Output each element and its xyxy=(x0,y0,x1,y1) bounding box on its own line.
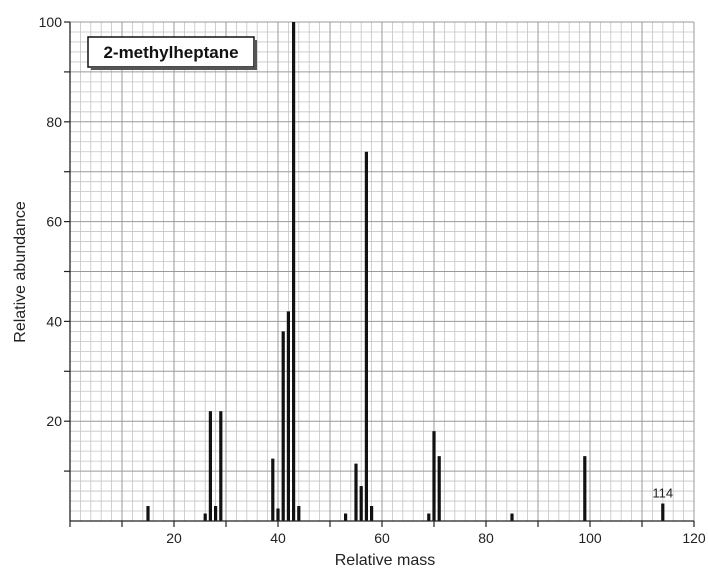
peak-bar xyxy=(219,411,223,521)
peak-bar xyxy=(146,506,150,521)
y-tick-label: 20 xyxy=(46,413,62,429)
y-axis-title: Relative abundance xyxy=(12,201,29,343)
title-box: 2-methylheptane xyxy=(87,36,257,70)
grid-major xyxy=(69,21,695,522)
x-axis-title: Relative mass xyxy=(335,552,435,569)
peak-bar xyxy=(276,508,280,521)
peak-bar xyxy=(359,486,363,521)
x-tick-label: 40 xyxy=(270,530,286,546)
x-tick-label: 80 xyxy=(478,530,494,546)
title-box-shadow xyxy=(254,40,257,70)
x-tick-label: 20 xyxy=(166,530,182,546)
peak-bar xyxy=(203,513,207,521)
peak-bar xyxy=(370,506,374,521)
peak-bar xyxy=(214,506,218,521)
peak-bar xyxy=(354,463,358,521)
x-tick-labels: 20 40 60 80 100 120 xyxy=(166,530,706,546)
peak-bar xyxy=(432,431,436,521)
x-tick-label: 120 xyxy=(682,530,706,546)
peak-bar xyxy=(661,503,665,521)
peak-bar xyxy=(208,411,212,521)
x-tick-label: 60 xyxy=(374,530,390,546)
peak-bar xyxy=(281,331,285,521)
peak-bar xyxy=(510,513,514,521)
x-tick-label: 100 xyxy=(578,530,602,546)
y-tick-labels: 20 40 60 80 100 xyxy=(39,14,63,429)
peak-bar xyxy=(364,151,368,522)
chart-title: 2-methylheptane xyxy=(103,43,238,62)
peak-bar xyxy=(292,22,296,521)
peak-label: 114 xyxy=(652,486,673,501)
peak-bar xyxy=(344,513,348,521)
title-box-shadow-bottom xyxy=(91,67,257,70)
peak-bar xyxy=(297,506,301,521)
peak-bar xyxy=(583,456,587,521)
peak-bars xyxy=(146,22,665,522)
peak-annotations: 114 xyxy=(652,486,673,501)
peak-bar xyxy=(437,456,441,521)
y-tick-label: 40 xyxy=(46,313,62,329)
peak-bar xyxy=(286,311,290,521)
axes xyxy=(64,21,695,527)
peak-bar xyxy=(427,513,431,521)
y-tick-label: 80 xyxy=(46,114,62,130)
y-tick-label: 100 xyxy=(39,14,63,30)
peak-bar xyxy=(271,458,275,521)
y-tick-label: 60 xyxy=(46,214,62,230)
